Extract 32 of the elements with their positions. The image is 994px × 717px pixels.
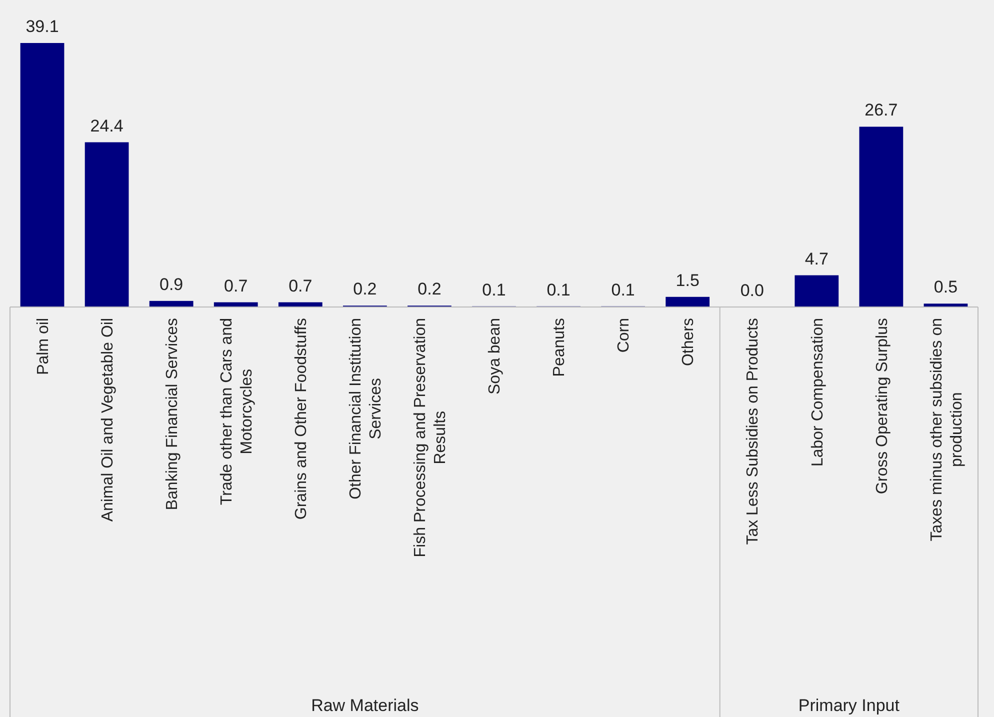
data-label: 39.1 <box>26 17 59 36</box>
data-label: 1.5 <box>676 270 700 290</box>
x-tick-label: Others <box>680 318 698 366</box>
x-tick-label: Tax Less Subsidies on Products <box>744 318 762 545</box>
x-tick-label: Other Financial Institution Services <box>348 318 385 500</box>
x-tick-label: Fish Processing and Preservation Results <box>412 318 450 558</box>
x-tick-label: Trade other than Cars and Motorcycles <box>218 318 256 506</box>
data-label: 0.1 <box>611 280 635 300</box>
x-tick-label: Banking Financial Services <box>164 318 181 510</box>
text: Primary Input <box>798 696 900 715</box>
data-label: 4.7 <box>804 249 828 268</box>
data-label: 24.4 <box>90 116 124 136</box>
x-tick-label: Corn <box>616 318 633 353</box>
x-tick-label: Gross Operating Surplus <box>874 318 891 494</box>
x-tick-label: Grains and Other Foodstuffs <box>293 318 310 520</box>
data-label: 0.1 <box>546 280 570 300</box>
data-label: 0.2 <box>353 280 377 299</box>
data-label: 0.2 <box>418 280 442 299</box>
data-label: 0.0 <box>740 281 764 300</box>
data-label: 0.5 <box>934 278 958 297</box>
text: Raw Materials <box>311 696 419 715</box>
data-label: 0.7 <box>288 276 312 296</box>
x-tick-label: Peanuts <box>551 318 568 377</box>
x-tick-label: Labor Compensation <box>809 318 826 467</box>
x-tick-label: Soya bean <box>486 318 504 395</box>
data-label: 0.7 <box>224 276 248 296</box>
x-tick-label: Taxes minus other subsidies on production <box>928 318 966 542</box>
data-label: 0.9 <box>160 274 184 294</box>
x-tick-label: Animal Oil and Vegetable Oil <box>99 318 116 522</box>
x-tick-label: Palm oil <box>34 318 52 375</box>
data-label: 26.7 <box>864 100 898 120</box>
data-label: 0.1 <box>482 280 506 300</box>
